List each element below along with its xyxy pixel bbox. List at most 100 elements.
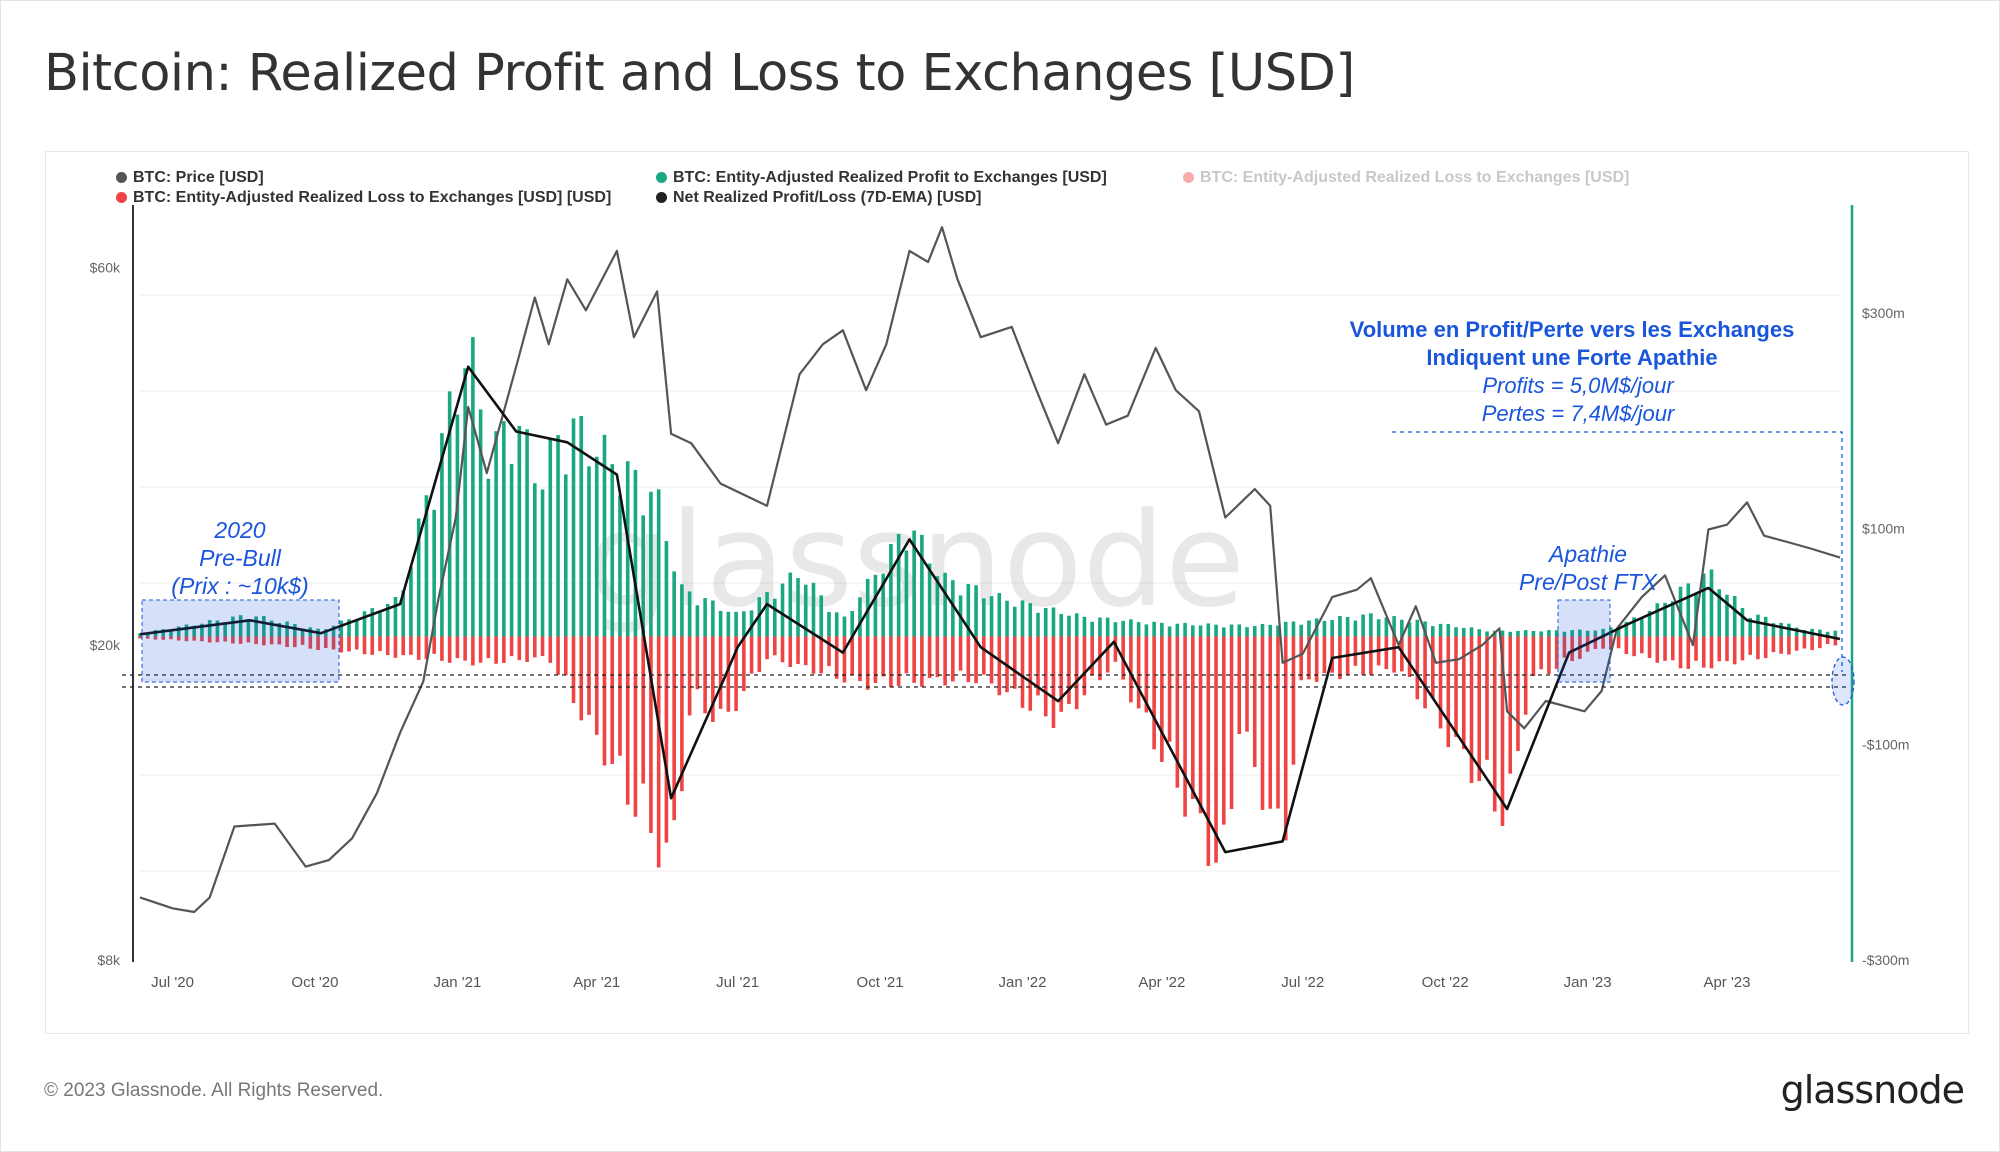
profit-bar bbox=[169, 630, 173, 637]
loss-bar bbox=[772, 636, 777, 656]
profit-bar bbox=[1198, 625, 1203, 637]
loss-bar bbox=[401, 636, 406, 656]
profit-bar bbox=[277, 622, 282, 637]
legend-label: Net Realized Profit/Loss (7D-EMA) [USD] bbox=[673, 189, 982, 206]
profit-bar bbox=[989, 596, 994, 637]
profit-bar bbox=[1562, 631, 1567, 637]
profit-bar bbox=[889, 543, 893, 637]
profit-bar bbox=[865, 578, 870, 637]
profit-bar bbox=[641, 515, 645, 637]
x-tick-label: Oct '22 bbox=[1422, 974, 1469, 991]
profit-bar bbox=[1268, 624, 1273, 637]
loss-bar bbox=[1640, 636, 1644, 654]
loss-bar bbox=[927, 636, 932, 678]
legend-label: BTC: Entity-Adjusted Realized Loss to Ex… bbox=[1200, 169, 1630, 186]
loss-bar bbox=[811, 636, 816, 674]
x-tick-label: Jul '21 bbox=[716, 974, 759, 991]
legend-item-loss-hidden[interactable]: BTC: Entity-Adjusted Realized Loss to Ex… bbox=[1183, 169, 1629, 187]
loss-bar bbox=[1663, 636, 1667, 661]
loss-bar bbox=[865, 636, 870, 690]
profit-bar bbox=[1291, 621, 1296, 637]
loss-bar bbox=[471, 636, 475, 666]
loss-bar bbox=[1051, 636, 1056, 729]
profit-bar bbox=[974, 585, 978, 637]
loss-bar bbox=[1191, 636, 1195, 799]
loss-bar bbox=[525, 636, 529, 662]
loss-bar bbox=[339, 636, 344, 653]
x-tick-label: Jan '22 bbox=[999, 974, 1047, 991]
loss-bar bbox=[1067, 636, 1071, 704]
profit-bar bbox=[1005, 600, 1009, 637]
loss-bar bbox=[1694, 636, 1698, 661]
loss-bar bbox=[765, 636, 769, 660]
loss-bar bbox=[757, 636, 762, 672]
profit-bar bbox=[1160, 622, 1164, 637]
x-tick-label: Jan '23 bbox=[1564, 974, 1612, 991]
loss-bar bbox=[563, 636, 568, 676]
legend-item-loss[interactable]: BTC: Entity-Adjusted Realized Loss to Ex… bbox=[116, 189, 611, 207]
y-right-tick-label: $100m bbox=[1862, 521, 1905, 537]
profit-bar bbox=[842, 616, 847, 637]
loss-bar bbox=[378, 636, 382, 652]
loss-bar bbox=[1283, 636, 1288, 841]
profit-bar bbox=[850, 610, 855, 637]
legend: BTC: Price [USD] BTC: Entity-Adjusted Re… bbox=[46, 152, 1968, 212]
loss-bar bbox=[1756, 636, 1760, 660]
legend-item-net[interactable]: Net Realized Profit/Loss (7D-EMA) [USD] bbox=[656, 189, 981, 207]
loss-bar bbox=[649, 636, 653, 834]
profit-bar bbox=[711, 600, 715, 637]
loss-bar bbox=[502, 636, 506, 663]
loss-bar bbox=[316, 636, 320, 651]
apathie-annotation-text: Pre/Post FTX bbox=[1519, 569, 1659, 595]
profit-bar bbox=[254, 616, 258, 637]
loss-bar bbox=[1291, 636, 1296, 765]
profit-bar bbox=[672, 571, 676, 637]
loss-bar bbox=[277, 636, 282, 645]
legend-item-profit[interactable]: BTC: Entity-Adjusted Realized Profit to … bbox=[656, 169, 1107, 187]
profit-bar bbox=[1663, 602, 1667, 637]
prebull-annotation-text: (Prix : ~10k$) bbox=[171, 573, 308, 599]
loss-bar bbox=[711, 636, 715, 722]
profit-bar bbox=[184, 624, 189, 637]
loss-bar bbox=[1593, 636, 1598, 649]
loss-bar bbox=[1709, 636, 1714, 669]
x-tick-label: Jan '21 bbox=[433, 974, 481, 991]
loss-bar bbox=[943, 636, 947, 686]
loss-bar bbox=[1763, 636, 1768, 659]
loss-bar bbox=[494, 636, 498, 664]
loss-bar bbox=[1314, 636, 1319, 682]
loss-bar bbox=[819, 636, 824, 674]
profit-bar bbox=[223, 622, 227, 637]
legend-item-price[interactable]: BTC: Price [USD] bbox=[116, 169, 264, 187]
profit-bar bbox=[1523, 630, 1528, 637]
loss-bar bbox=[935, 636, 940, 678]
profit-bar bbox=[540, 489, 545, 637]
loss-bar bbox=[293, 636, 297, 648]
profit-bar bbox=[525, 429, 529, 637]
profit-bar bbox=[633, 469, 638, 637]
profit-bar bbox=[1500, 630, 1505, 637]
loss-bar bbox=[1725, 636, 1729, 662]
loss-bar bbox=[1423, 636, 1427, 709]
loss-bar bbox=[641, 636, 645, 784]
profit-bar bbox=[1539, 631, 1543, 637]
loss-bar bbox=[966, 636, 971, 683]
loss-bar bbox=[1136, 636, 1141, 709]
loss-bar bbox=[1686, 636, 1691, 669]
profit-bar bbox=[594, 456, 599, 637]
x-tick-label: Apr '22 bbox=[1138, 974, 1185, 991]
loss-bar bbox=[1547, 636, 1551, 674]
y-left-tick-label: $8k bbox=[97, 952, 121, 968]
x-tick-label: Oct '20 bbox=[291, 974, 338, 991]
profit-bar bbox=[1059, 613, 1064, 637]
profit-bar bbox=[1260, 623, 1265, 637]
loss-bar bbox=[269, 636, 274, 645]
loss-bar bbox=[1570, 636, 1574, 662]
profit-bar bbox=[1221, 627, 1226, 637]
profit-bar bbox=[1779, 622, 1783, 637]
profit-bar bbox=[293, 624, 297, 637]
profit-bar bbox=[1725, 594, 1729, 637]
loss-bar bbox=[463, 636, 467, 661]
profit-bar bbox=[563, 474, 568, 637]
profit-bar bbox=[1113, 622, 1118, 637]
